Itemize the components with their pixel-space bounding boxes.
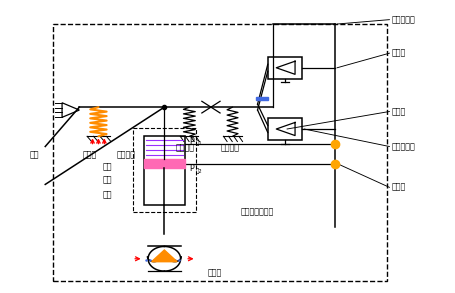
Text: 调零弹簧: 调零弹簧 [220, 144, 239, 152]
Bar [267, 57, 301, 79]
Text: 出1: 出1 [195, 140, 202, 146]
Bar [144, 159, 184, 168]
Text: 活塞式执行机构: 活塞式执行机构 [240, 208, 273, 217]
Text: P: P [189, 137, 194, 146]
Text: 功率放大器: 功率放大器 [391, 142, 415, 151]
Text: 上喷嘴: 上喷嘴 [391, 49, 405, 58]
Text: 下喷嘴: 下喷嘴 [391, 107, 405, 116]
Text: 出2: 出2 [195, 168, 202, 174]
Text: 信号压力: 信号压力 [116, 151, 135, 160]
Text: 调节阀: 调节阀 [207, 269, 221, 278]
Polygon shape [152, 250, 177, 262]
Bar [267, 118, 301, 140]
Text: 波纹管: 波纹管 [82, 151, 96, 160]
Text: 功率放大器: 功率放大器 [391, 15, 415, 24]
Text: 气缸: 气缸 [102, 162, 112, 171]
Text: 定位器: 定位器 [391, 183, 405, 192]
Text: 推杆: 推杆 [102, 190, 112, 199]
Bar [256, 97, 267, 100]
Text: P: P [189, 164, 194, 173]
Text: 杠杆: 杠杆 [30, 151, 40, 160]
Text: 反馈弹簧: 反馈弹簧 [175, 144, 194, 152]
Text: 活塞: 活塞 [102, 176, 112, 185]
Bar [144, 136, 184, 205]
